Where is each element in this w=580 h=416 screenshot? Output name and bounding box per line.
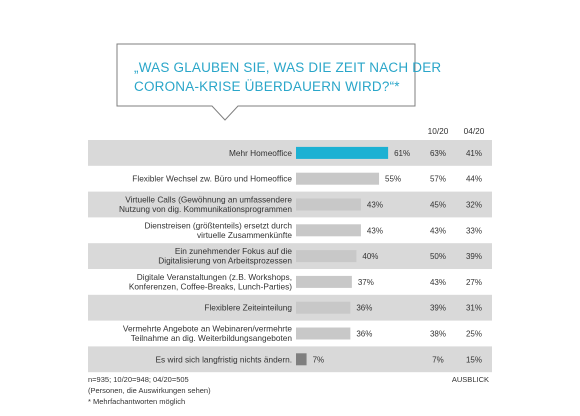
value-10-20: 7% (432, 355, 444, 364)
value-04-20: 33% (466, 226, 482, 235)
question-line-2: CORONA-KRISE ÜBERDAUERN WIRD?“* (134, 79, 400, 94)
bar (296, 275, 352, 288)
chart-row: Ein zunehmender Fokus auf dieDigitalisie… (88, 243, 492, 269)
bar (296, 353, 307, 366)
column-header-10-20: 10/20 (428, 126, 449, 136)
bar-value-label: 55% (385, 175, 401, 184)
footnote-multiple: * Mehrfachantworten möglich (88, 397, 185, 406)
bar-value-label: 37% (358, 278, 374, 287)
value-10-20: 57% (430, 175, 446, 184)
chart-row: Vermehrte Angebote an Webinaren/vermehrt… (123, 324, 482, 344)
value-04-20: 27% (466, 278, 482, 287)
value-04-20: 32% (466, 201, 482, 210)
bar-value-label: 36% (356, 330, 372, 339)
category-label: Flexiblere Zeiteinteilung (204, 303, 292, 313)
bar (296, 146, 389, 159)
category-label: Mehr Homeoffice (229, 148, 292, 158)
category-label: Es wird sich langfristig nichts ändern. (156, 354, 293, 364)
category-label: Virtuelle Calls (Gewöhnung an umfassende… (125, 195, 292, 205)
category-label: Vermehrte Angebote an Webinaren/vermehrt… (123, 324, 292, 334)
value-10-20: 39% (430, 304, 446, 313)
bar (296, 224, 361, 237)
bar (296, 250, 357, 263)
footer: n=935; 10/20=948; 04/20=505 (Personen, d… (88, 375, 489, 406)
bar-value-label: 7% (313, 355, 325, 364)
value-04-20: 39% (466, 252, 482, 261)
column-header-04-20: 04/20 (464, 126, 485, 136)
chart-row: Flexiblere Zeiteinteilung 36% 39% 31% (88, 294, 492, 321)
row-background (88, 243, 492, 269)
bar-value-label: 40% (362, 252, 378, 261)
category-label: Digitalisierung von Arbeitsprozessen (158, 256, 292, 266)
chart-row: Dienstreisen (größtenteils) ersetzt durc… (144, 220, 482, 240)
row-background (88, 191, 492, 218)
value-04-20: 44% (466, 175, 482, 184)
bar (296, 301, 351, 314)
chart-row: Digitale Veranstaltungen (z.B. Workshops… (129, 272, 482, 292)
bar (296, 198, 361, 211)
value-10-20: 38% (430, 330, 446, 339)
callout-box (116, 43, 416, 121)
bar (296, 172, 380, 185)
category-label: Ein zunehmender Fokus auf die (175, 246, 293, 256)
row-background (88, 140, 492, 166)
value-10-20: 63% (430, 149, 446, 158)
chart-row: Es wird sich langfristig nichts ändern. 7… (88, 346, 492, 373)
row-background (88, 294, 492, 321)
category-label: Dienstreisen (größtenteils) ersetzt durc… (144, 220, 292, 230)
row-background (88, 346, 492, 373)
category-label: virtuelle Zusammenkünfte (197, 230, 292, 240)
value-04-20: 15% (466, 355, 482, 364)
chart-row: Flexibler Wechsel zw. Büro und Homeoffic… (132, 172, 482, 185)
bar-value-label: 61% (394, 149, 410, 158)
value-04-20: 41% (466, 149, 482, 158)
category-label: Nutzung von dig. Kommunikationsprogramme… (119, 204, 292, 214)
footnote-sample: n=935; 10/20=948; 04/20=505 (88, 375, 189, 384)
bar-value-label: 36% (356, 304, 372, 313)
bar (296, 327, 351, 340)
value-04-20: 25% (466, 330, 482, 339)
value-10-20: 43% (430, 226, 446, 235)
value-10-20: 45% (430, 201, 446, 210)
value-10-20: 50% (430, 252, 446, 261)
bar-value-label: 43% (367, 226, 383, 235)
corner-label: AUSBLICK (452, 375, 489, 384)
category-label: Konferenzen, Coffee-Breaks, Lunch-Partie… (129, 281, 292, 291)
value-10-20: 43% (430, 278, 446, 287)
bar-value-label: 43% (367, 201, 383, 210)
value-04-20: 31% (466, 304, 482, 313)
category-label: Digitale Veranstaltungen (z.B. Workshops… (137, 272, 292, 282)
question-line-1: „WAS GLAUBEN SIE, WAS DIE ZEIT NACH DER (134, 60, 441, 75)
footnote-base: (Personen, die Auswirkungen sehen) (88, 386, 211, 395)
question-callout: „WAS GLAUBEN SIE, WAS DIE ZEIT NACH DER … (116, 43, 441, 121)
category-label: Flexibler Wechsel zw. Büro und Homeoffic… (132, 174, 292, 184)
category-label: Teilnahme an dig. Weiterbildungsangebote… (131, 333, 293, 343)
chart-row: Virtuelle Calls (Gewöhnung an umfassende… (88, 191, 492, 218)
chart-rows: Mehr Homeoffice 61% 63% 41% Flexibler Wechse… (88, 140, 492, 373)
chart-row: Mehr Homeoffice 61% 63% 41% (88, 140, 492, 166)
